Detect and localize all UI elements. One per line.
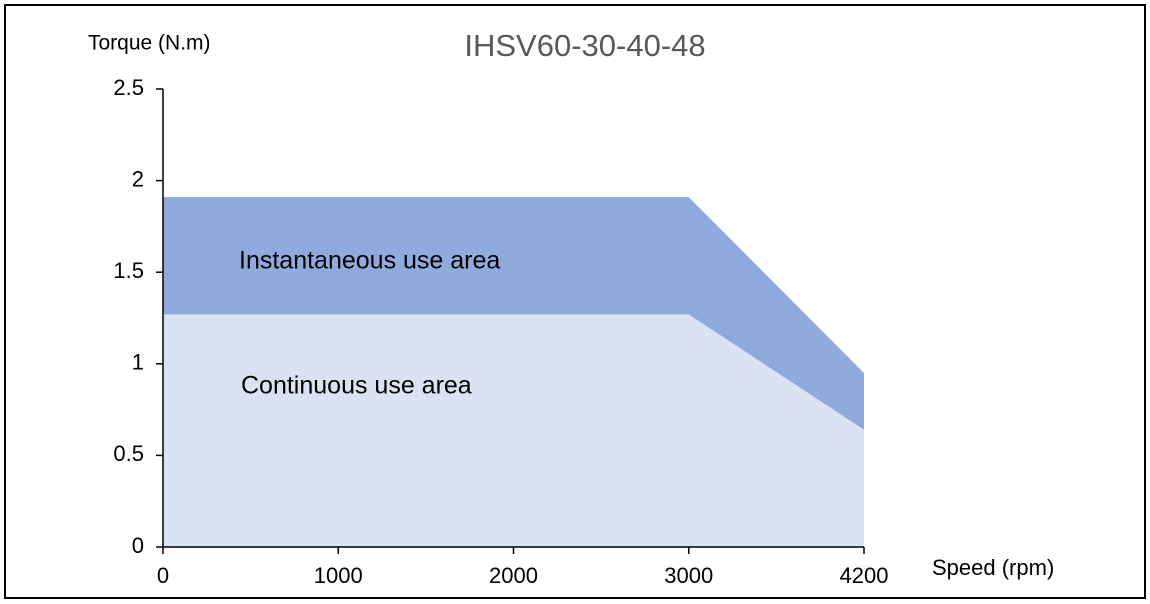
y-tick-label: 0 (132, 533, 144, 558)
x-tick-label: 4200 (840, 563, 889, 588)
x-tick-label: 2000 (489, 563, 538, 588)
y-tick-label: 0.5 (113, 441, 144, 466)
chart-title: IHSV60-30-40-48 (464, 28, 705, 63)
area-label: Instantaneous use area (239, 247, 500, 275)
area-label: Continuous use area (241, 372, 472, 400)
frame (4, 4, 1146, 599)
x-tick-label: 3000 (664, 563, 713, 588)
x-tick-label: 0 (157, 563, 169, 588)
y-axis-label: Torque (N.m) (88, 32, 211, 55)
y-tick-label: 2 (132, 166, 144, 191)
x-tick-label: 1000 (314, 563, 363, 588)
y-tick-label: 2.5 (113, 75, 144, 100)
x-axis-label: Speed (rpm) (932, 555, 1054, 580)
y-tick-label: 1 (132, 350, 144, 375)
y-tick-label: 1.5 (113, 258, 144, 283)
area (163, 314, 864, 547)
